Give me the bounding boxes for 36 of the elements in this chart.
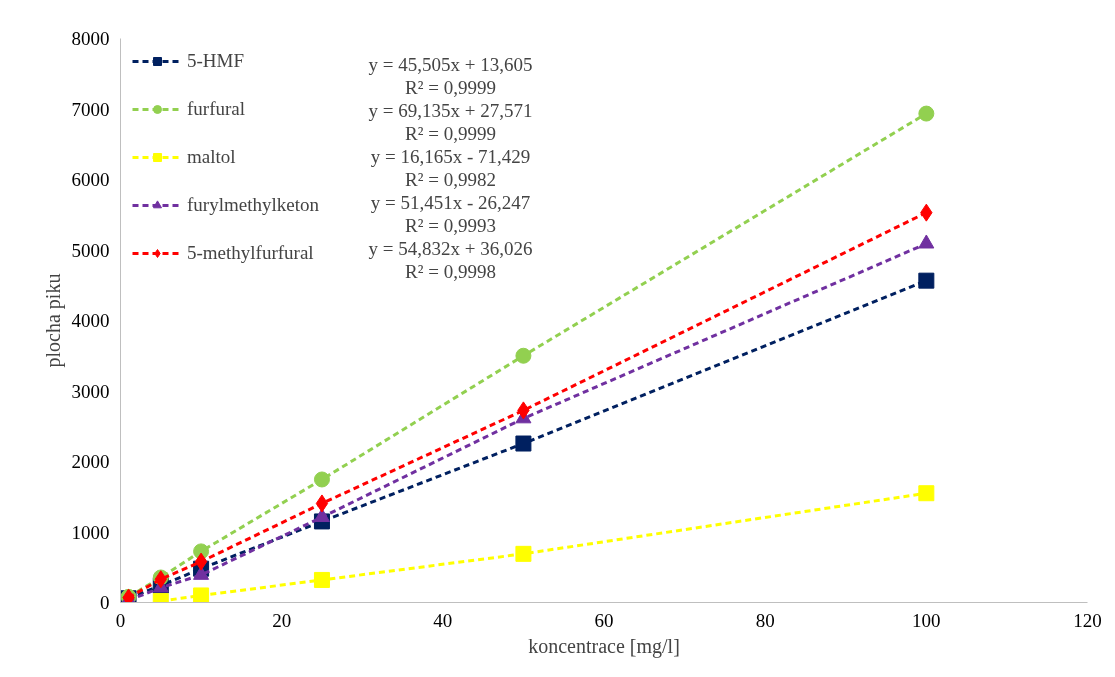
x-tick-label: 80: [755, 609, 775, 631]
point: [315, 494, 329, 513]
y-tick-label: 4000: [71, 310, 110, 331]
y-tick-label: 0: [100, 592, 110, 613]
legend-label: 5-methylfurfural: [187, 242, 314, 264]
point: [515, 545, 532, 562]
legend-label: maltol: [187, 146, 236, 168]
y-tick-label: 3000: [71, 380, 110, 402]
y-tick-label: 7000: [71, 98, 110, 120]
x-tick-label: 20: [272, 609, 292, 631]
x-tick-label: 0: [115, 609, 126, 631]
x-axis-title: koncentrace [mg/l]: [528, 634, 680, 658]
y-tick-label: 6000: [71, 169, 110, 190]
x-tick-label: 120: [1073, 609, 1102, 631]
point: [313, 508, 330, 523]
y-tick-label: 5000: [71, 239, 110, 261]
point: [313, 571, 330, 588]
y-tick-label: 8000: [71, 28, 110, 49]
point: [515, 435, 532, 452]
point: [515, 347, 532, 364]
legend-label: 5-HMF: [187, 50, 245, 72]
x-tick-label: 100: [912, 609, 941, 631]
point: [193, 587, 210, 603]
point: [918, 105, 935, 122]
point: [313, 471, 330, 488]
legend-label: furylmethylketon: [187, 194, 319, 216]
y-tick-label: 1000: [71, 521, 110, 543]
y-tick-label: 2000: [71, 451, 110, 472]
y-axis-title: plocha piku: [41, 273, 65, 368]
point: [918, 485, 935, 502]
x-tick-label: 60: [594, 609, 614, 631]
annotation: y = 54,832x + 36,026 R² = 0,9998: [368, 237, 533, 282]
point: [194, 552, 208, 571]
legend-label: furfural: [187, 98, 246, 120]
x-tick-label: 40: [433, 609, 453, 631]
point: [918, 272, 935, 289]
